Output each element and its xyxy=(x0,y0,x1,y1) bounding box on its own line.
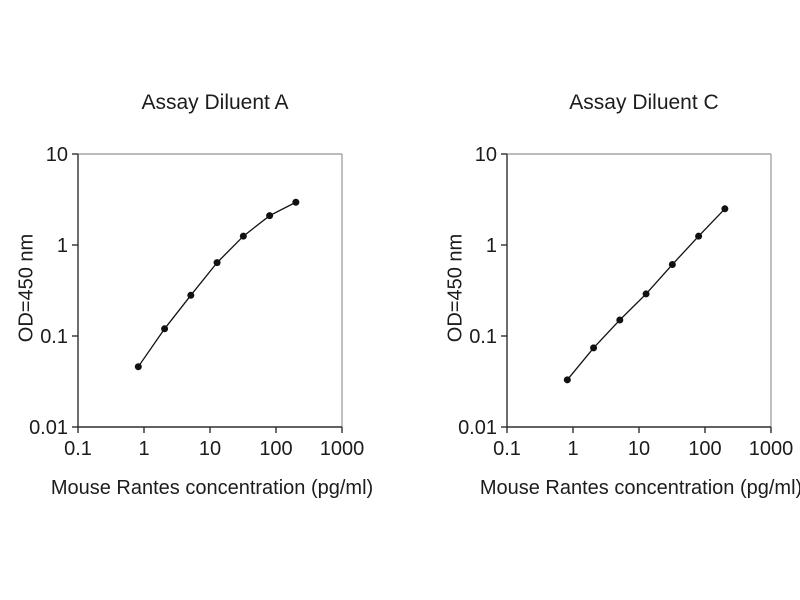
chart-title: Assay Diluent C xyxy=(569,91,719,114)
data-point xyxy=(642,290,650,298)
x-tick-label: 0.1 xyxy=(64,438,92,460)
x-tick-label: 1000 xyxy=(320,438,365,460)
data-point xyxy=(134,363,142,371)
chart-assay-diluent-c: Assay Diluent C OD=450 nm 0.1 1 10 100 1000 0… xyxy=(429,0,800,600)
data-point xyxy=(616,316,624,324)
y-tick-label: 10 xyxy=(46,144,68,166)
y-tick-label: 0.01 xyxy=(29,417,68,439)
data-point xyxy=(266,212,274,220)
x-tick-label: 100 xyxy=(688,438,721,460)
y-tick-label: 0.1 xyxy=(40,326,68,348)
x-tick-label: 1000 xyxy=(749,438,794,460)
x-tick-label: 1 xyxy=(138,438,149,460)
y-tick-label: 1 xyxy=(486,235,497,257)
y-tick-label: 0.1 xyxy=(469,326,497,348)
data-point xyxy=(187,291,195,299)
data-point xyxy=(563,376,571,384)
x-tick-label: 100 xyxy=(259,438,292,460)
x-tick-label: 10 xyxy=(199,438,221,460)
data-point xyxy=(695,232,703,240)
data-point xyxy=(213,259,221,267)
x-tick-label: 10 xyxy=(628,438,650,460)
data-point xyxy=(668,261,676,269)
x-axis-title: Mouse Rantes concentration (pg/ml) xyxy=(479,477,800,499)
y-tick-label: 1 xyxy=(57,235,68,257)
data-point xyxy=(239,232,247,240)
x-tick-label: 0.1 xyxy=(493,438,521,460)
x-tick-label: 1 xyxy=(567,438,578,460)
y-tick-label: 10 xyxy=(475,144,497,166)
data-point xyxy=(161,325,169,333)
chart-title: Assay Diluent A xyxy=(141,91,289,114)
series-line xyxy=(137,201,297,368)
data-point xyxy=(292,198,300,206)
data-point xyxy=(721,205,729,213)
y-tick-label: 0.01 xyxy=(458,417,497,439)
data-point xyxy=(590,344,598,352)
chart-assay-diluent-a: Assay Diluent A OD=450 nm 0.1 1 10 100 1000 0… xyxy=(16,91,374,499)
x-axis-title: Mouse Rantes concentration (pg/ml) xyxy=(50,477,374,499)
